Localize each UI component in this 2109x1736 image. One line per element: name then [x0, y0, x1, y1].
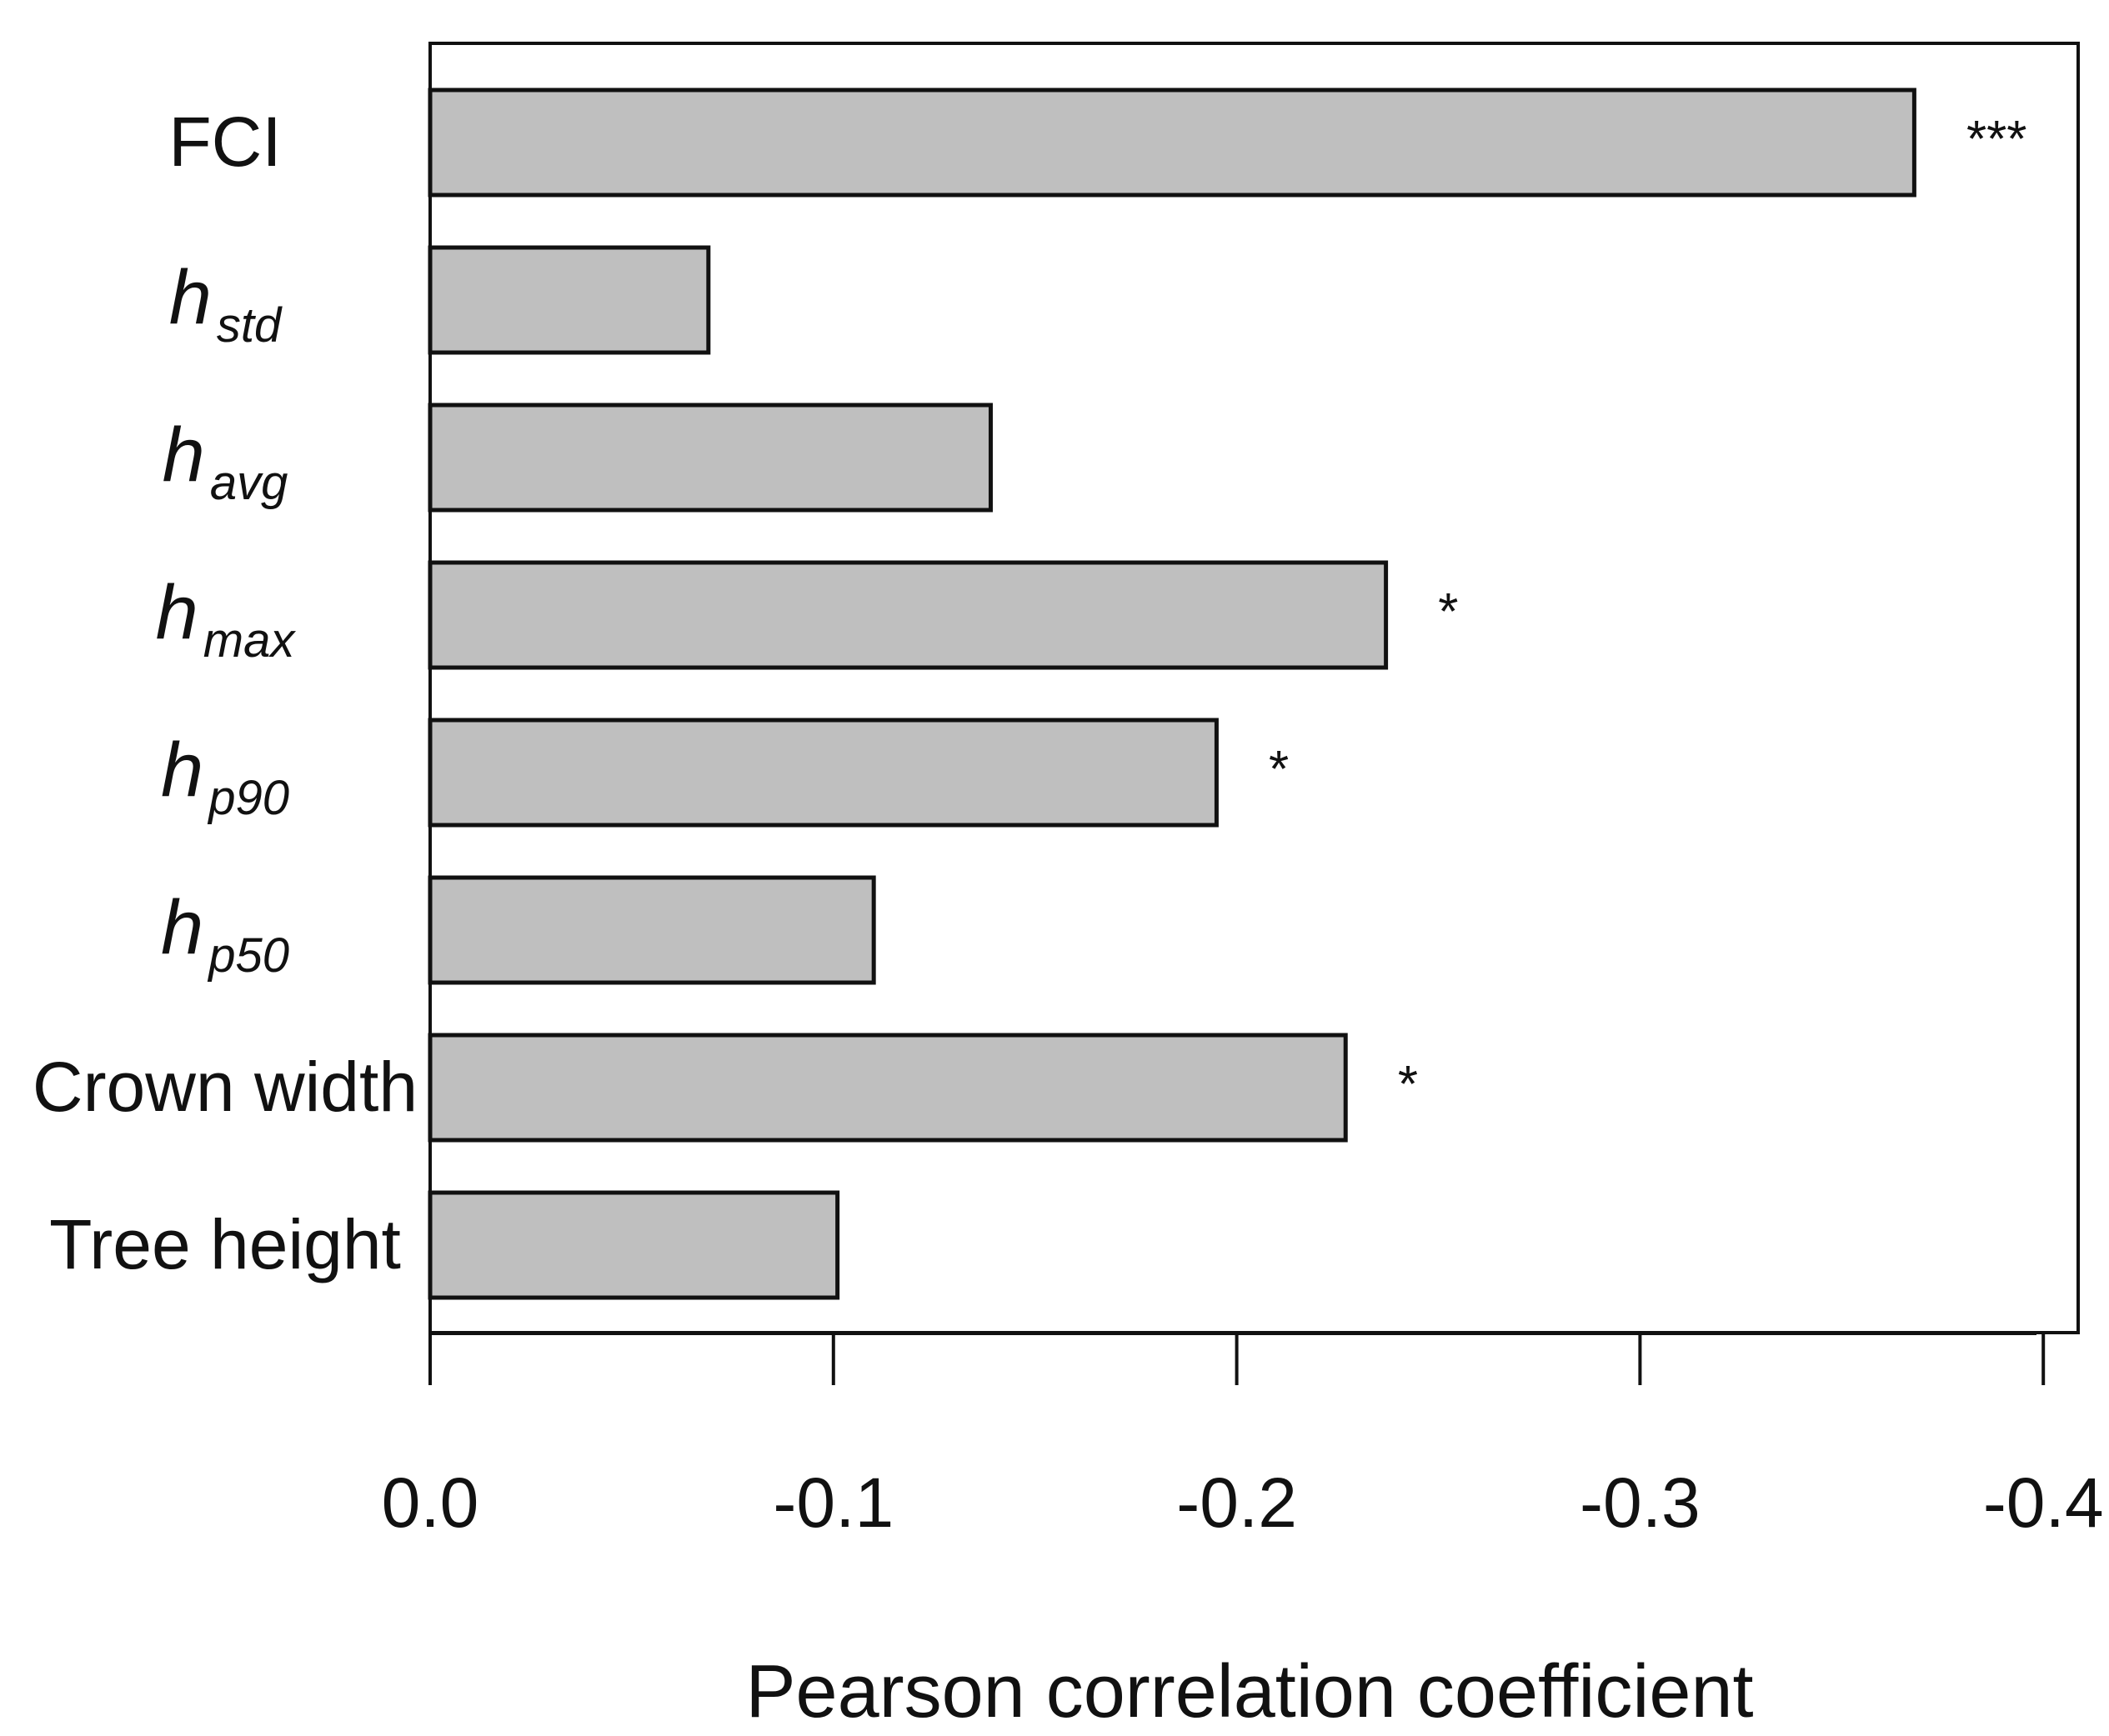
significance-fci: *** [1964, 111, 2026, 168]
bar-hp50 [428, 875, 876, 985]
x-tick-label-4: -0.4 [1983, 1463, 2104, 1542]
x-tick-label-2: -0.2 [1176, 1463, 1297, 1542]
bar-hmax [428, 560, 1389, 670]
x-tick-label-0: 0.0 [382, 1463, 479, 1542]
significance-markers: ****** [1266, 111, 2026, 1113]
bar-hp90 [428, 718, 1219, 828]
significance-hmax: * [1436, 583, 1458, 641]
category-label-havg: h avg [163, 413, 288, 510]
category-label-fci: FCI [168, 103, 281, 181]
x-tick-label-3: -0.3 [1580, 1463, 1701, 1542]
category-label-hstd: h std [169, 255, 283, 353]
category-label-hp90: h p90 [161, 728, 289, 825]
bar-havg [428, 403, 993, 513]
category-label-crown-width: Crown width [33, 1048, 418, 1126]
bar-crown-width [428, 1033, 1348, 1143]
category-labels: FCI h std h avg h max h p90 h p50 Crown width Tree h… [33, 103, 418, 1283]
bar-hstd [428, 245, 711, 355]
significance-hp90: * [1266, 741, 1288, 798]
x-axis-ticks: 0.0 -0.1 -0.2 -0.3 -0.4 [382, 1333, 2104, 1542]
category-label-hmax: h max [156, 570, 297, 668]
x-tick-label-1: -0.1 [773, 1463, 894, 1542]
x-axis-title: Pearson correlation coefficient [745, 1650, 1753, 1733]
bar-tree-height [428, 1190, 840, 1300]
significance-crown-width: * [1395, 1056, 1417, 1113]
category-label-hp50: h p50 [161, 885, 289, 983]
bar-fci [428, 88, 1916, 198]
category-label-tree-height: Tree height [49, 1205, 401, 1283]
bars-group [428, 88, 1916, 1300]
